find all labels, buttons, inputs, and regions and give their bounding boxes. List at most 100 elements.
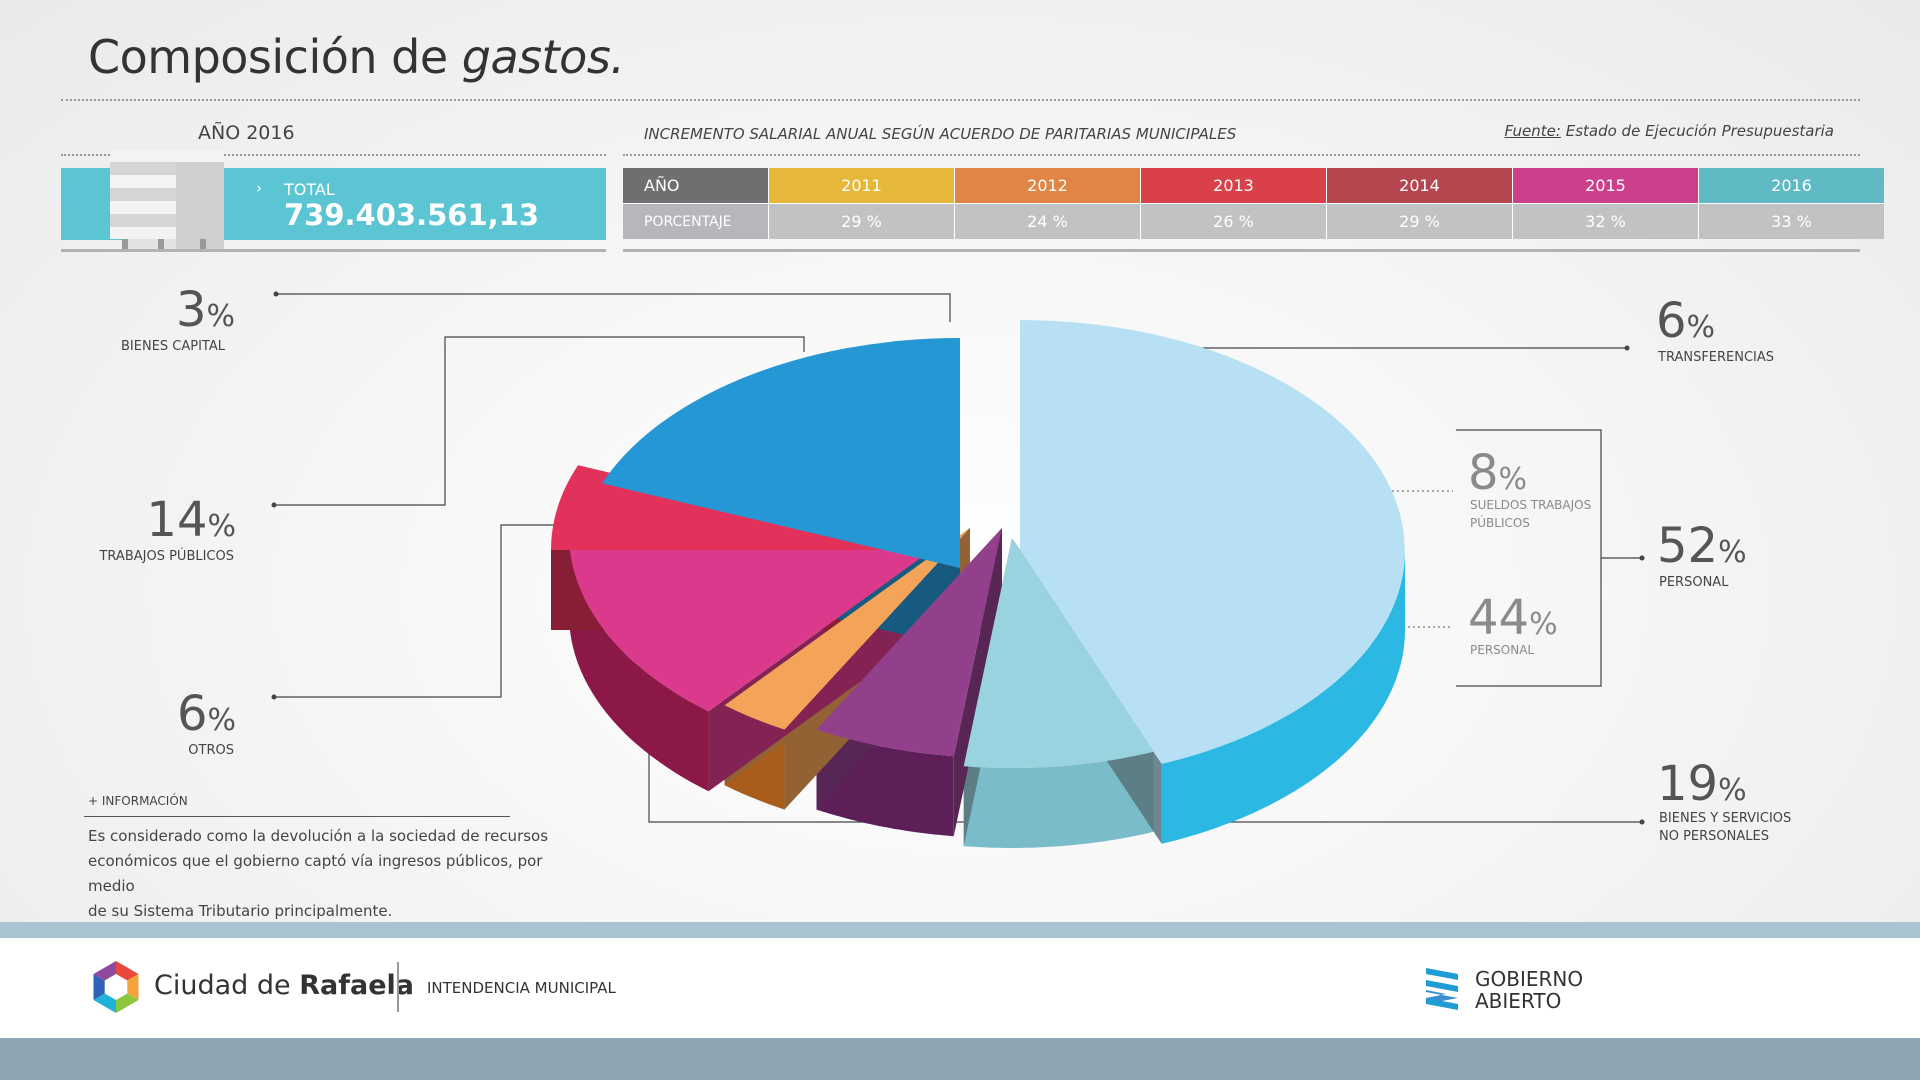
table-underline bbox=[623, 249, 1860, 252]
percent-cell: 32 % bbox=[1512, 203, 1699, 239]
year-cell: 2011 bbox=[768, 168, 955, 204]
info-divider bbox=[84, 816, 510, 817]
label-personal-inner: PERSONAL bbox=[1470, 643, 1535, 657]
dot-trabajos-publicos bbox=[271, 502, 277, 508]
source-text: Estado de Ejecución Presupuestaria bbox=[1565, 122, 1834, 140]
total-value: 739.403.561,13 bbox=[284, 198, 540, 232]
pie-slice-side bbox=[569, 534, 709, 792]
info-line-3: de su Sistema Tributario principalmente. bbox=[88, 902, 393, 920]
info-text: Es considerado como la devolución a la s… bbox=[88, 824, 568, 924]
year-label: AÑO 2016 bbox=[198, 122, 295, 144]
pie-slice bbox=[1020, 320, 1405, 764]
leader-bienes-servicios bbox=[648, 750, 1642, 823]
leader-trabajos-publicos bbox=[274, 336, 805, 506]
table-row-percent: PORCENTAJE 29 % 24 % 26 % 29 % 32 % 33 % bbox=[623, 203, 1884, 239]
pie-slice bbox=[963, 538, 1154, 768]
label-bienes-servicios: BIENES Y SERVICIOS NO PERSONALES bbox=[1659, 810, 1791, 846]
info-line-1: Es considerado como la devolución a la s… bbox=[88, 827, 549, 845]
pie-slice bbox=[602, 338, 960, 568]
leader-bienes-capital bbox=[276, 293, 951, 322]
total-underline bbox=[61, 249, 606, 252]
value-number: 6 bbox=[176, 686, 208, 742]
value-number: 3 bbox=[175, 282, 207, 338]
value-symbol: % bbox=[1498, 462, 1528, 497]
label-transferencias-value: 6% bbox=[1656, 293, 1715, 349]
info-line-2: económicos que el gobierno captó vía ing… bbox=[88, 852, 543, 895]
footer-separator bbox=[397, 962, 399, 1012]
label-sueldos-value: 8% bbox=[1468, 445, 1527, 501]
value-symbol: % bbox=[206, 299, 235, 334]
dot-personal-group bbox=[1639, 555, 1645, 561]
city-name-bold: Rafaela bbox=[299, 970, 414, 1001]
label-personal-group: PERSONAL bbox=[1659, 575, 1729, 590]
divider-table bbox=[623, 154, 1860, 156]
year-cell: 2014 bbox=[1326, 168, 1513, 204]
year-cell: 2016 bbox=[1698, 168, 1884, 204]
value-number: 8 bbox=[1468, 445, 1499, 501]
label-otros-value: 6% bbox=[177, 686, 236, 742]
page-title: Composición de gastos. bbox=[88, 30, 625, 84]
total-arrow-icon: › bbox=[256, 179, 262, 197]
intendencia-label: INTENDENCIA MUNICIPAL bbox=[427, 979, 616, 997]
label-bienes-servicios-line1: BIENES Y SERVICIOS bbox=[1659, 811, 1792, 826]
value-number: 44 bbox=[1468, 590, 1530, 646]
label-bienes-capital: BIENES CAPITAL bbox=[121, 339, 225, 354]
total-label: TOTAL bbox=[284, 180, 335, 199]
percent-cell: 29 % bbox=[1326, 203, 1513, 239]
label-trabajos-publicos: TRABAJOS PÚBLICOS bbox=[99, 549, 234, 564]
value-number: 6 bbox=[1656, 293, 1687, 349]
year-cell: 2013 bbox=[1140, 168, 1327, 204]
city-name-regular: Ciudad de bbox=[154, 970, 291, 1001]
year-cell: 2015 bbox=[1512, 168, 1699, 204]
label-bienes-capital-value: 3% bbox=[176, 282, 235, 338]
leader-otros bbox=[274, 524, 580, 698]
percent-cell: 26 % bbox=[1140, 203, 1327, 239]
city-name: Ciudad de Rafaela bbox=[154, 970, 414, 1001]
percent-cell: 29 % bbox=[768, 203, 955, 239]
info-heading[interactable]: + INFORMACIÓN bbox=[88, 794, 188, 808]
label-bienes-servicios-value: 19% bbox=[1657, 756, 1747, 812]
label-personal-inner-value: 44% bbox=[1468, 590, 1558, 646]
source-note: Fuente: Estado de Ejecución Presupuestar… bbox=[1505, 122, 1835, 140]
dot-bienes-servicios bbox=[1639, 819, 1645, 825]
table-row-years: AÑO 2011 2012 2013 2014 2015 2016 bbox=[623, 168, 1884, 204]
year-cell: 2012 bbox=[954, 168, 1141, 204]
gob-line-2: ABIERTO bbox=[1475, 989, 1562, 1013]
footer bbox=[0, 938, 1920, 1038]
value-symbol: % bbox=[1718, 773, 1747, 808]
label-trabajos-publicos-value: 14% bbox=[146, 492, 236, 548]
pie-slice bbox=[724, 528, 970, 730]
pie-slice-side bbox=[1161, 550, 1405, 844]
pie-slice bbox=[816, 528, 1002, 757]
title-regular: Composición de bbox=[88, 30, 448, 84]
label-sueldos-line1: SUELDOS TRABAJOS bbox=[1470, 498, 1592, 512]
gob-line-1: GOBIERNO bbox=[1475, 967, 1584, 991]
bottom-band bbox=[0, 1038, 1920, 1080]
footer-band bbox=[0, 922, 1920, 938]
label-sueldos-line2: PÚBLICOS bbox=[1470, 516, 1530, 530]
value-symbol: % bbox=[207, 509, 236, 544]
dot-otros bbox=[271, 694, 277, 700]
dot-bienes-capital bbox=[273, 291, 279, 297]
source-label: Fuente: bbox=[1504, 122, 1561, 140]
percent-cell: 33 % bbox=[1698, 203, 1884, 239]
label-personal-group-value: 52% bbox=[1657, 518, 1747, 574]
percent-cell: 24 % bbox=[954, 203, 1141, 239]
value-symbol: % bbox=[1686, 310, 1716, 345]
divider-total bbox=[61, 154, 606, 156]
label-otros: OTROS bbox=[188, 743, 234, 758]
pie-slice bbox=[569, 534, 954, 712]
row-header-percent: PORCENTAJE bbox=[623, 203, 769, 239]
label-sueldos: SUELDOS TRABAJOS PÚBLICOS bbox=[1470, 496, 1591, 532]
dot-transferencias bbox=[1624, 345, 1630, 351]
value-symbol: % bbox=[207, 703, 236, 738]
value-number: 19 bbox=[1657, 756, 1719, 812]
label-bienes-servicios-line2: NO PERSONALES bbox=[1659, 829, 1769, 844]
salary-table: AÑO 2011 2012 2013 2014 2015 2016 PORCEN… bbox=[623, 168, 1884, 239]
table-title: INCREMENTO SALARIAL ANUAL SEGÚN ACUERDO … bbox=[644, 125, 1237, 143]
row-header-year: AÑO bbox=[623, 168, 769, 204]
value-number: 14 bbox=[146, 492, 208, 548]
gobierno-abierto-label: GOBIERNO ABIERTO bbox=[1475, 968, 1583, 1012]
label-transferencias: TRANSFERENCIAS bbox=[1658, 350, 1775, 365]
